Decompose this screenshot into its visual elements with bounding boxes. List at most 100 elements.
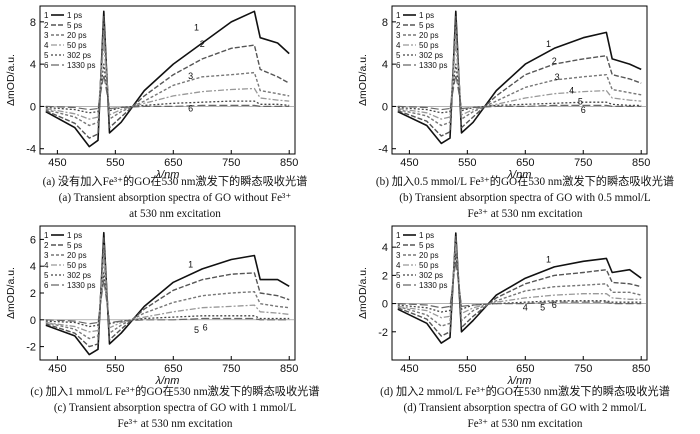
y-tick-label-d: -2 [378, 327, 388, 339]
legend-label-a: 302 ps [67, 51, 91, 60]
y-tick-label-d: 2 [382, 270, 388, 282]
x-tick-label-b: 450 [400, 157, 418, 169]
legend-label-c: 20 ps [67, 251, 87, 260]
legend-label-c: 50 ps [67, 261, 87, 270]
legend-label-d: 20 ps [419, 251, 439, 260]
x-tick-label-b: 650 [516, 157, 534, 169]
x-tick-label-a: 450 [48, 157, 66, 169]
legend-label-b: 20 ps [419, 31, 439, 40]
series-1-line-c [45, 231, 290, 356]
y-tick-label-c: 6 [30, 234, 36, 246]
y-tick-label-c: 2 [30, 288, 36, 300]
curve-annotation-d: 5 [540, 303, 545, 313]
legend-label-c: 5 ps [67, 241, 82, 250]
y-axis-label-a: ΔmOD/a.u. [5, 54, 17, 106]
curve-annotation-b: 2 [552, 56, 557, 66]
x-tick-label-a: 750 [222, 157, 240, 169]
y-tick-label-c: -2 [26, 342, 36, 354]
x-tick-label-a: 550 [106, 157, 124, 169]
caption-a-en2: at 530 nm excitation [129, 208, 221, 220]
x-tick-label-d: 450 [400, 363, 418, 375]
caption-c-cn: (c) 加入1 mmol/L Fe³⁺的GO在530 nm激发下的瞬态吸收光谱 [30, 386, 320, 398]
legend-number-b: 3 [396, 31, 401, 40]
y-tick-label-d: 4 [382, 242, 388, 254]
x-axis-label-d: λ/nm [507, 375, 532, 387]
series-5-line-b [397, 63, 642, 114]
legend-label-a: 50 ps [67, 41, 87, 50]
legend-number-a: 6 [44, 61, 49, 70]
plot-frame-d [391, 225, 648, 361]
legend-number-b: 6 [396, 61, 401, 70]
x-tick-label-a: 650 [164, 157, 182, 169]
plot-frame-a [39, 5, 296, 155]
curve-annotation-a: 2 [200, 39, 205, 49]
x-axis-label-b: λ/nm [507, 169, 532, 181]
curve-annotation-a: 3 [188, 71, 193, 81]
curve-annotation-c: 1 [188, 260, 193, 270]
x-tick-label-d: 650 [516, 363, 534, 375]
x-tick-label-d: 550 [458, 363, 476, 375]
legend-label-b: 302 ps [419, 51, 443, 60]
y-tick-label-b: 4 [382, 59, 388, 71]
x-tick-label-c: 650 [164, 363, 182, 375]
curve-annotation-d: 1 [546, 255, 551, 265]
legend-label-c: 1330 ps [67, 281, 95, 290]
series-4-line-c [45, 258, 290, 333]
legend-number-d: 1 [396, 231, 401, 240]
legend-label-d: 1 ps [419, 231, 434, 240]
series-1-line-b [397, 10, 642, 145]
legend-label-d: 302 ps [419, 271, 443, 280]
series-6-line-a [45, 74, 290, 111]
legend-number-d: 5 [396, 271, 401, 280]
y-tick-label-b: 8 [382, 17, 388, 29]
x-tick-label-b: 550 [458, 157, 476, 169]
caption-c-en1: (c) Transient absorption spectra of GO w… [53, 402, 297, 414]
y-tick-label-c: 0 [30, 315, 36, 327]
series-1-line-d [397, 232, 642, 344]
series-4-line-a [45, 42, 290, 120]
x-tick-label-c: 750 [222, 363, 240, 375]
legend-label-a: 1330 ps [67, 61, 95, 70]
series-4-line-d [397, 246, 642, 319]
legend-number-c: 2 [44, 241, 49, 250]
series-2-line-a [45, 15, 290, 139]
curve-annotation-b: 5 [578, 96, 583, 106]
series-3-line-b [397, 26, 642, 127]
legend-number-a: 5 [44, 51, 49, 60]
legend-number-a: 4 [44, 41, 49, 50]
series-3-line-d [397, 239, 642, 327]
legend-number-c: 4 [44, 261, 49, 270]
curve-annotation-d: 4 [523, 303, 528, 313]
x-tick-label-a: 850 [280, 157, 298, 169]
caption-b: (b) 加入0.5 mmol/L Fe³⁺的GO在530 nm激发下的瞬态吸收光… [350, 174, 700, 222]
series-6-line-c [45, 279, 290, 325]
legend-number-c: 5 [44, 271, 49, 280]
x-tick-label-d: 850 [632, 363, 650, 375]
curve-annotation-b: 3 [555, 72, 560, 82]
y-axis-label-d: ΔmOD/a.u. [357, 267, 369, 319]
legend-label-c: 1 ps [67, 231, 82, 240]
x-tick-label-b: 750 [574, 157, 592, 169]
curve-annotation-b: 1 [546, 39, 551, 49]
curve-annotation-c: 5 [194, 325, 199, 335]
y-tick-label-a: -4 [26, 144, 36, 156]
y-tick-label-a: 4 [30, 59, 36, 71]
plot-frame-b [391, 5, 648, 155]
caption-d-en2: Fe³⁺ at 530 nm excitation [467, 418, 583, 430]
legend-label-d: 50 ps [419, 261, 439, 270]
x-tick-label-c: 550 [106, 363, 124, 375]
series-5-line-a [45, 63, 290, 114]
panel-b: 450 550 650 750 850-4048λ/nmΔmOD/a.u.1234561… [357, 5, 650, 181]
y-tick-label-b: 0 [382, 101, 388, 113]
series-4-line-b [397, 42, 642, 120]
legend-number-b: 4 [396, 41, 401, 50]
caption-b-en2: Fe³⁺ at 530 nm excitation [467, 208, 583, 220]
caption-a: (a) 没有加入Fe³⁺的GO在530 nm激发下的瞬态吸收光谱 (a) Tra… [0, 174, 350, 222]
legend-label-a: 1 ps [67, 11, 82, 20]
legend-number-d: 6 [396, 281, 401, 290]
legend-label-c: 302 ps [67, 271, 91, 280]
y-tick-label-b: -4 [378, 144, 388, 156]
caption-d-en1: (d) Transient absorption spectra of GO w… [403, 402, 647, 414]
